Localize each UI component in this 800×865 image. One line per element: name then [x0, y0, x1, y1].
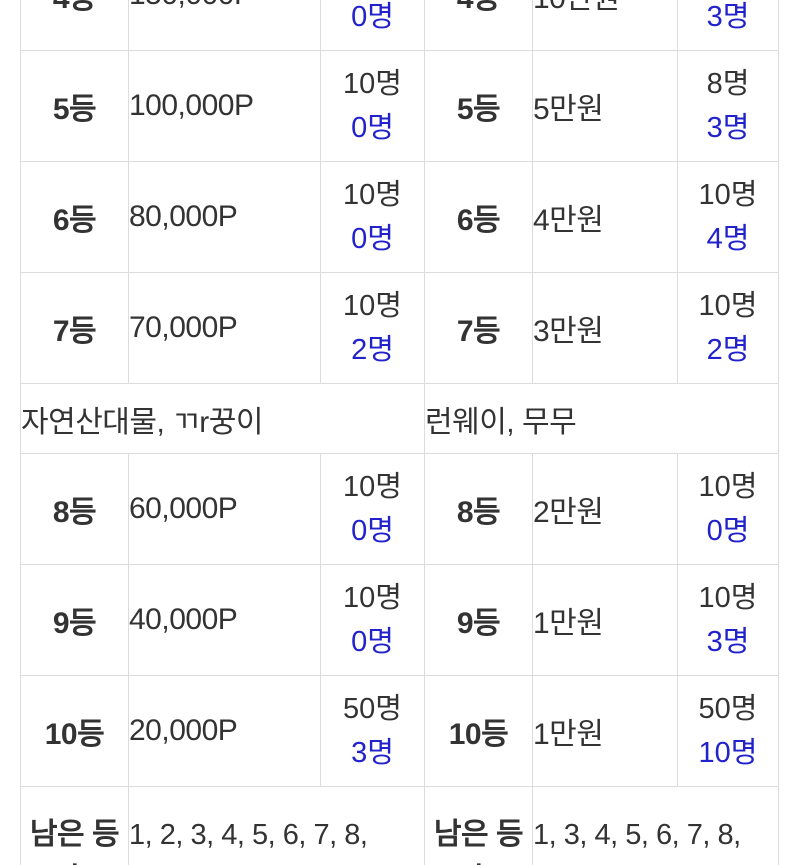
count-cell: 50명 3명 [320, 675, 425, 787]
prize-cell: 5만원 [532, 50, 678, 162]
claimed-text: 3명 [706, 1, 750, 33]
prize-cell: 80,000P [128, 161, 321, 273]
quota-text: 10명 [698, 290, 758, 322]
count-cell: 10명 2명 [677, 272, 779, 384]
claimed-text: 0명 [351, 515, 394, 547]
prize-cell: 70,000P [128, 272, 321, 384]
claimed-text: 0명 [351, 223, 394, 255]
prize-cell: 1만원 [532, 564, 678, 676]
prize-cell: 60,000P [128, 453, 321, 565]
table-row: 10등 1만원 50명 10명 [424, 675, 779, 787]
table-row: 7등 3만원 10명 2명 [424, 272, 779, 384]
count-cell: 10명 3명 [677, 564, 779, 676]
count-cell: 10명 0명 [320, 161, 425, 273]
prize-cell: 100,000P [128, 50, 321, 162]
prize-cell: 20,000P [128, 675, 321, 787]
claimed-text: 4명 [706, 223, 750, 255]
claimed-text: 10명 [698, 737, 758, 769]
count-cell: 10명 0명 [320, 453, 425, 565]
claimed-text: 2명 [706, 334, 750, 366]
prize-cell: 10만원 [532, 0, 678, 51]
rank-cell: 7등 [20, 272, 129, 384]
remaining-ranks-label: 남은 등수 [20, 786, 129, 865]
rank-cell: 4등 [424, 0, 533, 51]
quota-text: 10명 [343, 471, 402, 503]
table-row: 4등 150,000P 0명 [20, 0, 425, 51]
rank-cell: 9등 [424, 564, 533, 676]
table-row: 8등 60,000P 10명 0명 [20, 453, 425, 565]
points-prize-table: 4등 150,000P 0명 5등 100,000P 10명 0명 6등 80,… [20, 0, 425, 865]
rank-cell: 5등 [424, 50, 533, 162]
rank-cell: 4등 [20, 0, 129, 51]
rank-cell: 7등 [424, 272, 533, 384]
table-row: 7등 70,000P 10명 2명 [20, 272, 425, 384]
table-row: 10등 20,000P 50명 3명 [20, 675, 425, 787]
rank-cell: 6등 [424, 161, 533, 273]
table-row: 9등 1만원 10명 3명 [424, 564, 779, 676]
winner-note: 런웨이, 무무 [424, 383, 779, 454]
claimed-text: 3명 [706, 112, 750, 144]
claimed-text: 3명 [351, 737, 394, 769]
table-row: 런웨이, 무무 [424, 383, 779, 454]
quota-text: 10명 [698, 471, 758, 503]
winner-note: 자연산대물, ㄲr꿍이 [20, 383, 425, 454]
count-cell: 10명 0명 [320, 564, 425, 676]
table-row: 8등 2만원 10명 0명 [424, 453, 779, 565]
quota-text: 10명 [343, 68, 402, 100]
cash-prize-table: 4등 10만원 3명 5등 5만원 8명 3명 6등 4만원 10명 [424, 0, 779, 865]
table-row: 6등 80,000P 10명 0명 [20, 161, 425, 273]
claimed-text: 0명 [706, 515, 750, 547]
rank-cell: 5등 [20, 50, 129, 162]
prize-cell: 2만원 [532, 453, 678, 565]
prize-cell: 150,000P [128, 0, 321, 51]
quota-text: 50명 [698, 693, 758, 725]
table-row: 9등 40,000P 10명 0명 [20, 564, 425, 676]
count-cell: 8명 3명 [677, 50, 779, 162]
table-row: 자연산대물, ㄲr꿍이 [20, 383, 425, 454]
table-row: 남은 등수 1, 2, 3, 4, 5, 6, 7, 8, 9, 10등 [20, 786, 425, 865]
claimed-text: 0명 [351, 112, 394, 144]
rank-cell: 9등 [20, 564, 129, 676]
count-cell: 50명 10명 [677, 675, 779, 787]
claimed-text: 2명 [351, 334, 394, 366]
table-row: 5등 5만원 8명 3명 [424, 50, 779, 162]
rank-cell: 8등 [20, 453, 129, 565]
count-cell: 10명 4명 [677, 161, 779, 273]
quota-text: 10명 [343, 179, 402, 211]
rank-cell: 10등 [424, 675, 533, 787]
remaining-ranks-values: 1, 2, 3, 4, 5, 6, 7, 8, 9, 10등 [128, 786, 425, 865]
quota-text: 50명 [343, 693, 402, 725]
remaining-ranks-values: 1, 3, 4, 5, 6, 7, 8, 9, 10등 [532, 786, 779, 865]
prize-cell: 4만원 [532, 161, 678, 273]
table-row: 5등 100,000P 10명 0명 [20, 50, 425, 162]
count-cell: 3명 [677, 0, 779, 51]
prize-cell: 1만원 [532, 675, 678, 787]
rank-cell: 8등 [424, 453, 533, 565]
claimed-text: 0명 [351, 626, 394, 658]
rank-cell: 10등 [20, 675, 129, 787]
claimed-text: 0명 [351, 1, 394, 33]
quota-text: 10명 [698, 582, 758, 614]
table-row: 4등 10만원 3명 [424, 0, 779, 51]
quota-text: 8명 [706, 68, 750, 100]
count-cell: 10명 2명 [320, 272, 425, 384]
count-cell: 10명 0명 [320, 50, 425, 162]
count-cell: 0명 [320, 0, 425, 51]
remaining-ranks-label: 남은 등수 [424, 786, 533, 865]
quota-text: 10명 [343, 290, 402, 322]
prize-cell: 40,000P [128, 564, 321, 676]
prize-tables-container: 4등 150,000P 0명 5등 100,000P 10명 0명 6등 80,… [20, 0, 779, 865]
quota-text: 10명 [343, 582, 402, 614]
prize-cell: 3만원 [532, 272, 678, 384]
table-row: 6등 4만원 10명 4명 [424, 161, 779, 273]
rank-cell: 6등 [20, 161, 129, 273]
count-cell: 10명 0명 [677, 453, 779, 565]
table-row: 남은 등수 1, 3, 4, 5, 6, 7, 8, 9, 10등 [424, 786, 779, 865]
claimed-text: 3명 [706, 626, 750, 658]
quota-text: 10명 [698, 179, 758, 211]
